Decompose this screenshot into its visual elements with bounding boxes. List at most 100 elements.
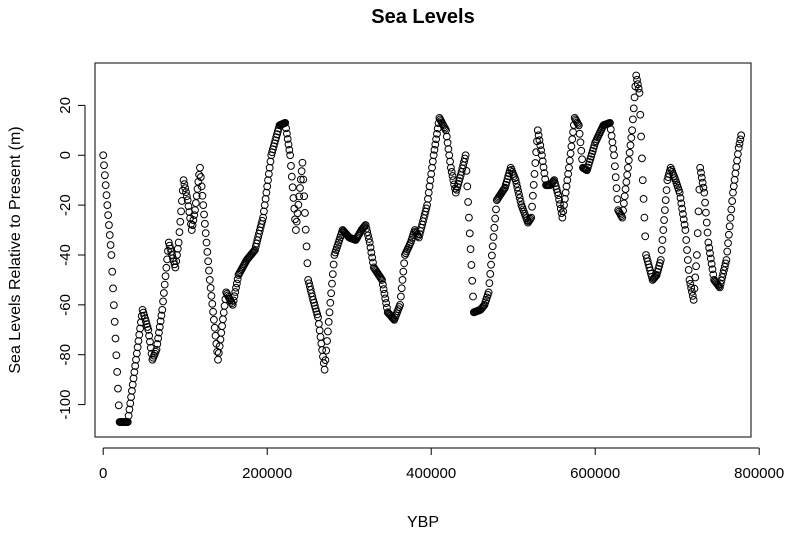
data-point — [181, 184, 190, 193]
data-point — [629, 104, 638, 113]
data-point — [377, 274, 386, 283]
data-point — [511, 176, 520, 185]
data-point — [528, 202, 536, 211]
data-point — [679, 215, 688, 224]
data-point — [104, 211, 113, 219]
data-point — [159, 297, 167, 306]
data-point — [637, 132, 646, 141]
data-point — [441, 124, 450, 133]
data-point — [687, 284, 696, 292]
data-point — [283, 135, 292, 143]
data-point — [314, 319, 323, 328]
data-point — [107, 251, 116, 259]
data-point — [174, 238, 183, 247]
data-point — [134, 337, 143, 345]
data-point — [361, 221, 370, 229]
data-point — [281, 118, 290, 127]
data-point — [575, 129, 584, 138]
data-point — [362, 224, 371, 233]
data-point — [202, 238, 211, 247]
data-point — [555, 195, 564, 204]
data-point — [297, 167, 306, 176]
data-point — [187, 226, 196, 234]
data-point — [661, 206, 669, 215]
data-point — [608, 138, 617, 147]
data-point — [530, 170, 539, 178]
data-point — [376, 273, 385, 282]
data-point — [682, 236, 691, 244]
data-point — [323, 337, 331, 345]
data-point — [462, 166, 471, 175]
data-point — [554, 191, 563, 200]
data-point — [491, 214, 500, 223]
data-point — [699, 183, 708, 192]
y-tick-label: 0 — [57, 151, 74, 159]
data-point — [261, 194, 270, 203]
data-point — [534, 131, 543, 140]
data-point — [108, 267, 117, 276]
data-point — [216, 335, 225, 344]
data-point — [688, 291, 697, 300]
data-point — [701, 198, 709, 207]
data-point — [535, 136, 544, 145]
data-point — [500, 185, 509, 193]
data-point — [101, 181, 110, 190]
data-point — [284, 140, 293, 149]
data-point — [219, 308, 228, 317]
data-point — [560, 201, 568, 210]
data-point — [514, 186, 523, 195]
data-point — [204, 257, 213, 266]
data-point — [566, 149, 575, 158]
data-point — [526, 214, 535, 223]
data-point — [626, 141, 635, 150]
data-point — [398, 276, 407, 284]
data-point — [288, 183, 297, 192]
data-point — [553, 188, 562, 197]
data-point — [728, 197, 737, 205]
data-point — [321, 356, 330, 365]
data-point — [656, 256, 665, 264]
data-point — [700, 188, 709, 197]
data-point — [380, 289, 389, 298]
data-point — [697, 173, 706, 182]
data-point — [196, 163, 204, 172]
data-point — [659, 226, 668, 234]
data-point — [135, 330, 144, 339]
data-point — [651, 273, 659, 281]
data-point — [445, 151, 454, 160]
data-point — [536, 141, 545, 150]
data-point — [266, 157, 275, 166]
data-point — [218, 322, 227, 330]
data-point — [576, 138, 585, 147]
data-point — [706, 249, 714, 258]
data-point — [364, 235, 373, 243]
data-point — [206, 284, 215, 292]
data-point — [634, 84, 643, 93]
data-point — [109, 284, 117, 293]
data-point — [693, 229, 702, 238]
data-point — [731, 169, 740, 178]
data-point — [286, 151, 295, 160]
data-point — [729, 182, 738, 191]
data-point — [290, 204, 299, 213]
data-point — [315, 326, 324, 335]
data-point — [549, 177, 558, 186]
data-point — [295, 192, 304, 201]
data-point — [205, 276, 214, 284]
data-point — [285, 145, 294, 154]
data-point — [378, 276, 386, 284]
data-point — [428, 157, 437, 166]
data-point — [661, 196, 670, 205]
data-point — [400, 259, 409, 268]
data-point — [681, 226, 690, 234]
x-tick-label: 400000 — [406, 465, 456, 482]
data-point — [574, 121, 583, 130]
data-point — [620, 199, 628, 208]
data-point — [264, 176, 272, 185]
data-point — [191, 199, 200, 207]
data-point — [127, 393, 135, 402]
data-point — [660, 216, 668, 224]
data-point — [320, 365, 329, 374]
data-point — [724, 239, 732, 248]
data-point — [706, 254, 715, 263]
